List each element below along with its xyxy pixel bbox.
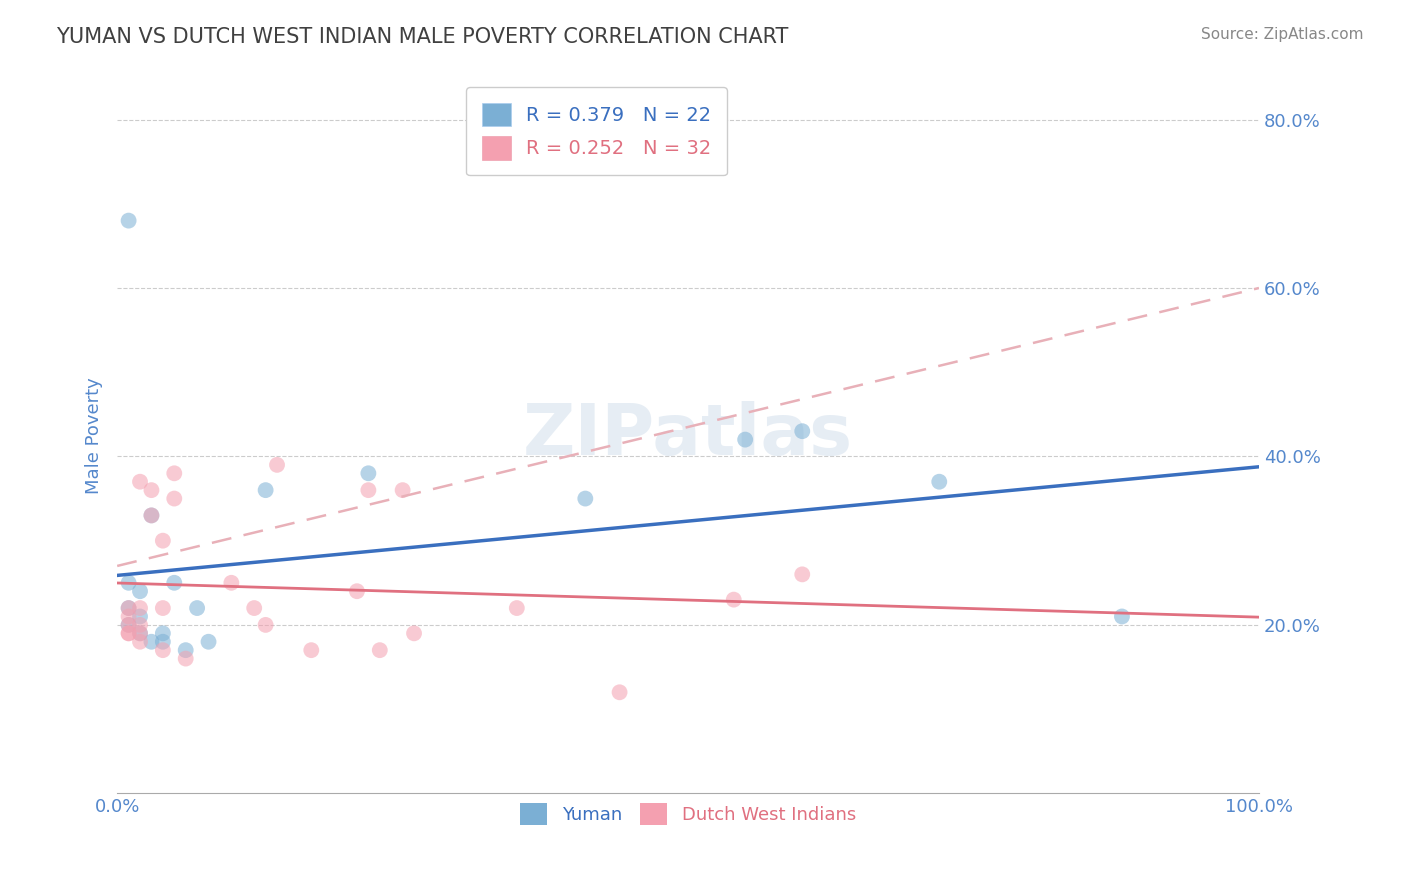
Point [266,458,288,472]
Point [357,483,380,497]
Point [117,626,139,640]
Legend: Yuman, Dutch West Indians: Yuman, Dutch West Indians [512,795,865,834]
Point [152,601,174,615]
Point [152,634,174,648]
Point [254,483,277,497]
Point [792,424,814,438]
Point [141,483,163,497]
Point [928,475,950,489]
Point [221,575,243,590]
Point [129,475,152,489]
Text: YUMAN VS DUTCH WEST INDIAN MALE POVERTY CORRELATION CHART: YUMAN VS DUTCH WEST INDIAN MALE POVERTY … [56,27,789,46]
Point [141,508,163,523]
Point [117,213,139,227]
Point [141,634,163,648]
Point [129,584,152,599]
Point [1111,609,1133,624]
Point [117,575,139,590]
Point [129,634,152,648]
Point [117,618,139,632]
Point [117,601,139,615]
Point [129,626,152,640]
Point [129,618,152,632]
Point [163,467,186,481]
Point [197,634,219,648]
Point [357,467,380,481]
Text: ZIPatlas: ZIPatlas [523,401,853,470]
Point [243,601,266,615]
Point [163,491,186,506]
Point [368,643,391,657]
Point [117,601,139,615]
Point [299,643,322,657]
Point [734,433,756,447]
Point [792,567,814,582]
Point [117,626,139,640]
Point [163,575,186,590]
Point [174,651,197,665]
Point [609,685,631,699]
Point [152,626,174,640]
Point [129,626,152,640]
Point [186,601,208,615]
Point [117,618,139,632]
Point [129,601,152,615]
Point [506,601,529,615]
Point [141,508,163,523]
Point [402,626,425,640]
Point [152,533,174,548]
Point [391,483,413,497]
Y-axis label: Male Poverty: Male Poverty [86,377,103,494]
Point [174,643,197,657]
Text: Source: ZipAtlas.com: Source: ZipAtlas.com [1201,27,1364,42]
Point [574,491,596,506]
Point [346,584,368,599]
Point [129,609,152,624]
Point [117,609,139,624]
Point [254,618,277,632]
Point [152,643,174,657]
Point [723,592,745,607]
